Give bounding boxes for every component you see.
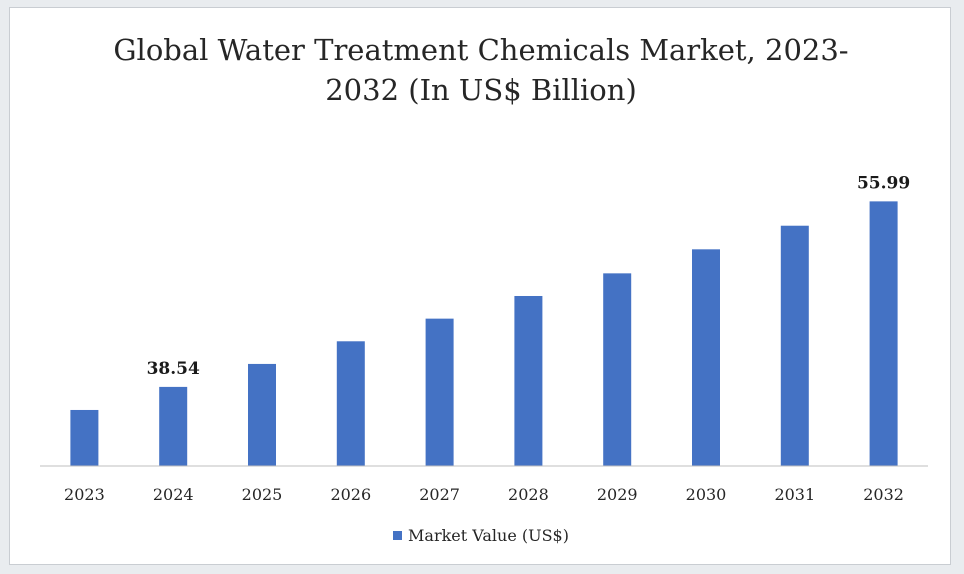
x-tick-label: 2029 <box>597 485 638 504</box>
x-tick-label: 2027 <box>419 485 460 504</box>
x-tick-label: 2023 <box>64 485 105 504</box>
chart-title: Global Water Treatment Chemicals Market,… <box>10 30 952 110</box>
bar-2032 <box>869 201 898 467</box>
x-tick-label: 2024 <box>153 485 194 504</box>
chart-title-line-2: 2032 (In US$ Billion) <box>325 73 637 107</box>
bar-2029 <box>603 273 632 466</box>
x-tick-label: 2025 <box>242 485 283 504</box>
x-tick-label: 2026 <box>330 485 371 504</box>
bar-2026 <box>336 341 365 466</box>
data-label-2032: 55.99 <box>857 173 910 193</box>
chart-title-line-1: Global Water Treatment Chemicals Market,… <box>113 33 849 67</box>
chart-frame: Global Water Treatment Chemicals Market,… <box>9 7 951 565</box>
bar-2023 <box>70 409 99 466</box>
bar-2024 <box>159 386 188 466</box>
bar-2028 <box>514 295 543 466</box>
legend-label: Market Value (US$) <box>408 526 569 545</box>
bar-chart: 2023 2024 2025 2026 2027 2028 2029 2030 2031 2032… <box>40 173 928 504</box>
legend: Market Value (US$) <box>10 526 952 545</box>
bar-2025 <box>248 363 276 466</box>
x-tick-label: 2028 <box>508 485 549 504</box>
x-tick-label: 2032 <box>863 485 904 504</box>
x-tick-label: 2031 <box>774 485 815 504</box>
bar-2031 <box>780 225 809 466</box>
bar-2030 <box>692 249 720 466</box>
data-label-2024: 38.54 <box>147 359 200 379</box>
x-tick-label: 2030 <box>686 485 727 504</box>
bar-2027 <box>425 318 454 466</box>
legend-swatch <box>393 531 403 540</box>
